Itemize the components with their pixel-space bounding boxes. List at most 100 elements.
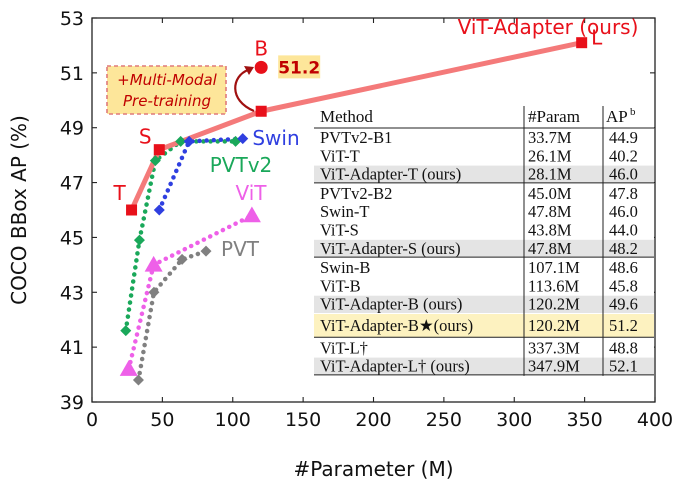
table-cell-method: PVTv2-B2 <box>320 184 392 203</box>
labels-layer: T S L B 51.2 ViT-Adapter (ours) Swin PVTv2 ViT PV… <box>112 15 638 261</box>
series-point-4-1 <box>148 286 160 298</box>
series-line-pvt <box>136 248 209 383</box>
table-cell-param: 43.8M <box>528 221 572 240</box>
table-cell-param: 47.8M <box>528 202 572 221</box>
table-cell-param: 337.3M <box>528 338 580 357</box>
series-point-4-3 <box>200 245 212 257</box>
table-cell-param: 33.7M <box>528 128 572 147</box>
table-cell-method: ViT-B <box>320 276 361 295</box>
annotation-line1: +Multi-Modal <box>117 71 217 89</box>
series-point-4-2 <box>176 253 188 265</box>
x-axis-label: #Parameter (M) <box>293 457 453 481</box>
x-tick-label: 250 <box>426 409 462 431</box>
series-point-1-1 <box>183 135 195 147</box>
table-cell-ap: 51.2 <box>609 316 638 335</box>
annotation-box <box>106 65 227 115</box>
table-cell-param: 120.2M <box>528 295 580 314</box>
y-tick-label: 43 <box>60 282 84 304</box>
table-cell-param: 26.1M <box>528 146 572 165</box>
table-cell-param: 120.2M <box>528 316 580 335</box>
table-cell-ap: 44.9 <box>609 128 638 147</box>
series-point-3-2 <box>242 206 261 223</box>
annotation-layer: +Multi-Modal Pre-training <box>106 65 255 115</box>
y-tick-label: 49 <box>60 118 84 140</box>
highlight-point <box>254 60 268 74</box>
table-cell-method: PVTv2-B1 <box>320 128 392 147</box>
table-cell-method: ViT-Adapter-T (ours) <box>320 165 461 184</box>
x-tick-label: 200 <box>355 409 391 431</box>
table-cell-param: 45.0M <box>528 184 572 203</box>
series-name-3: ViT <box>235 181 267 205</box>
table-cell-ap: 52.1 <box>609 357 638 376</box>
table-cell-ap: 44.0 <box>609 221 638 240</box>
y-tick-label: 47 <box>60 173 84 195</box>
y-tick-label: 39 <box>60 392 84 414</box>
series-name-2: PVTv2 <box>210 153 273 177</box>
series-point-3-1 <box>144 255 163 272</box>
table-cell-method: ViT-Adapter-S (ours) <box>320 239 461 258</box>
table-cell-ap: 48.2 <box>609 239 638 258</box>
series-point-0-1 <box>153 144 165 156</box>
series-name-4: PVT <box>221 237 260 261</box>
annotation-arrowhead <box>244 66 254 75</box>
table-header-ap-sup: b <box>630 106 636 118</box>
table-cell-param: 47.8M <box>528 239 572 258</box>
point-label-L: L <box>591 26 603 50</box>
point-label-T: T <box>112 181 126 205</box>
series-point-0-3 <box>576 37 588 49</box>
table-cell-param: 28.1M <box>528 165 572 184</box>
annotation-arrow <box>234 68 255 113</box>
series-layer <box>119 37 588 386</box>
series-point-4-0 <box>132 374 144 386</box>
series-point-2-3 <box>175 135 187 147</box>
highlight-label: B <box>254 36 268 60</box>
series-point-1-0 <box>153 204 165 216</box>
highlight-value-box <box>278 55 321 79</box>
table-row-shade <box>314 295 654 313</box>
table-cell-ap: 45.8 <box>609 276 638 295</box>
table-cell-ap: 48.8 <box>609 338 638 357</box>
table-cell-ap: 47.8 <box>609 184 638 203</box>
x-tick-label: 350 <box>566 409 602 431</box>
series-point-2-0 <box>120 325 132 337</box>
table-cell-ap: 46.0 <box>609 165 638 184</box>
table-cell-method: Swin-B <box>320 258 370 277</box>
table-cell-param: 107.1M <box>528 258 580 277</box>
series-name-1: Swin <box>252 126 299 150</box>
table-row-shade <box>314 165 654 183</box>
table-cell-ap: 40.2 <box>609 146 638 165</box>
results-table: Method #Param AP b PVTv2-B1 33.7M 44.9 ViT-T 26.… <box>314 106 654 396</box>
table-cell-param: 113.6M <box>528 276 580 295</box>
table-cell-ap: 49.6 <box>609 295 638 314</box>
series-name-0: ViT-Adapter (ours) <box>458 15 639 39</box>
table-cell-method: ViT-Adapter-B (ours) <box>320 295 462 314</box>
x-tick-label: 50 <box>150 409 174 431</box>
table-cell-ap: 46.0 <box>609 202 638 221</box>
table-cell-method: Swin-T <box>320 202 370 221</box>
y-tick-label: 53 <box>60 8 84 30</box>
table-cell-ap: 48.6 <box>609 258 638 277</box>
series-point-2-1 <box>133 234 145 246</box>
table-row-shade <box>314 357 654 375</box>
series-point-0-0 <box>126 204 138 216</box>
table-cell-param: 347.9M <box>528 357 580 376</box>
table-cell-method: ViT-S <box>320 221 359 240</box>
table-header-method: Method <box>320 107 373 126</box>
table-header-param: #Param <box>528 107 580 126</box>
highlight-value: 51.2 <box>278 58 320 78</box>
x-tick-label: 100 <box>215 409 251 431</box>
x-tick-label: 400 <box>637 409 673 431</box>
series-line-vit-adapter-ours- <box>129 40 585 213</box>
y-tick-label: 41 <box>60 337 84 359</box>
table-header-ap: AP <box>606 107 628 126</box>
table-cell-method: ViT-T <box>320 146 360 165</box>
y-axis-label: COCO BBox AP (%) <box>7 115 31 305</box>
x-tick-label: 0 <box>86 409 98 431</box>
table-cell-method: ViT-Adapter-B★(ours) <box>320 316 473 335</box>
table-cell-method: ViT-L† <box>320 338 368 357</box>
y-tick-label: 51 <box>60 63 84 85</box>
table-row-shade <box>314 239 654 258</box>
series-point-1-2 <box>237 133 249 145</box>
table-row-highlight <box>314 314 654 338</box>
